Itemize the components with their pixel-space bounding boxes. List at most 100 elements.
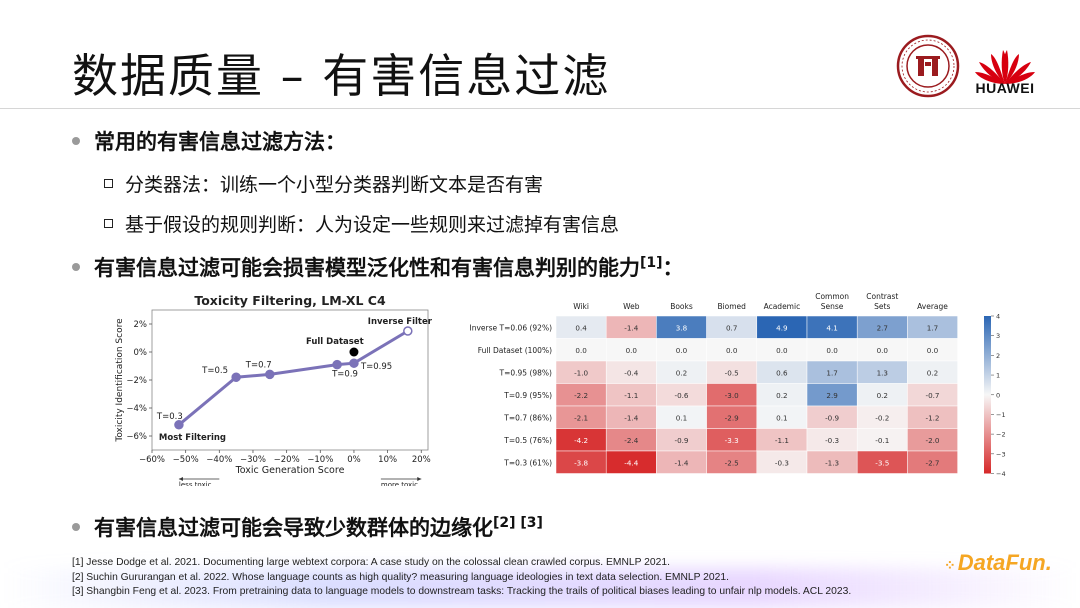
citation: [2] [3] xyxy=(493,515,543,531)
colorbar-tick-label: −1 xyxy=(996,411,1006,419)
column-header: Average xyxy=(917,302,948,311)
cell-value: 3.8 xyxy=(676,323,688,332)
cell-value: 0.2 xyxy=(676,368,687,377)
cell-value: -3.3 xyxy=(725,436,739,445)
colorbar-tick-label: −2 xyxy=(996,431,1006,439)
bullet-generalization-harm: 有害信息过滤可能会损害模型泛化性和有害信息判别的能力[1]： xyxy=(72,252,684,282)
column-header: Academic xyxy=(764,302,801,311)
cell-value: 0.2 xyxy=(877,391,888,400)
bullet-dot-icon xyxy=(72,263,80,271)
datafun-logo: ⁘DataFun. xyxy=(944,550,1052,576)
page-title: 数据质量 – 有害信息过滤 xyxy=(72,49,611,103)
square-bullet-icon xyxy=(104,179,113,188)
cell-value: 0.1 xyxy=(676,413,687,422)
sub-bullet-text: 分类器法：训练一个小型分类器判断文本是否有害 xyxy=(125,174,544,196)
less-toxic-arrowhead xyxy=(178,477,183,481)
data-point xyxy=(231,372,241,382)
x-tick-label: −60% xyxy=(139,455,165,465)
cell-value: -4.2 xyxy=(574,436,588,445)
x-tick-label: −50% xyxy=(173,455,199,465)
cell-value: -1.4 xyxy=(674,458,688,467)
x-tick-label: −40% xyxy=(206,455,232,465)
cell-value: 0.0 xyxy=(776,346,788,355)
huawei-wordmark: HUAWEI xyxy=(975,80,1035,96)
cell-value: 1.7 xyxy=(927,323,938,332)
cell-value: -2.1 xyxy=(574,413,588,422)
cell-value: -1.3 xyxy=(825,458,839,467)
column-header: Biomed xyxy=(717,302,746,311)
sub-bullet-classifier: 分类器法：训练一个小型分类器判断文本是否有害 xyxy=(104,170,543,197)
data-point xyxy=(332,359,342,370)
x-tick-label: −10% xyxy=(307,455,333,465)
y-axis-label: Toxicity Identification Score xyxy=(115,318,125,443)
bullet-dot-icon xyxy=(72,137,80,145)
cell-value: -4.4 xyxy=(624,458,638,467)
cell-value: 0.0 xyxy=(726,346,738,355)
x-tick-label: −30% xyxy=(240,455,266,465)
sub-bullet-text: 基于假设的规则判断：人为设定一些规则来过滤掉有害信息 xyxy=(125,214,620,236)
more-toxic-arrowhead xyxy=(417,477,422,481)
y-tick-label: −2% xyxy=(126,376,147,386)
chart-title: Toxicity Filtering, LM-XL C4 xyxy=(194,293,386,308)
cell-value: -3.5 xyxy=(875,458,889,467)
point-annotation: Most Filtering xyxy=(159,433,226,443)
column-header: Web xyxy=(623,302,640,311)
heatmap-cell xyxy=(907,450,958,474)
title-divider xyxy=(0,108,1080,109)
x-axis-label: Toxic Generation Score xyxy=(235,465,345,476)
cell-value: -0.6 xyxy=(674,391,688,400)
references: [1] Jesse Dodge et al. 2021. Documenting… xyxy=(72,556,851,600)
reference-label: Full Dataset xyxy=(306,337,364,347)
column-header: Books xyxy=(670,302,693,311)
cell-value: -3.0 xyxy=(725,391,739,400)
row-label: Full Dataset (100%) xyxy=(478,346,552,355)
cell-value: -2.0 xyxy=(925,436,939,445)
citation: [1] xyxy=(640,255,663,271)
cell-value: -2.4 xyxy=(624,436,638,445)
cell-value: 0.2 xyxy=(927,368,938,377)
cell-value: -0.9 xyxy=(674,436,688,445)
cell-value: -0.9 xyxy=(825,413,839,422)
bullet-text: 有害信息过滤可能会导致少数群体的边缘化 xyxy=(94,516,493,540)
bullet-colon: ： xyxy=(662,256,684,280)
row-label: T=0.3 (61%) xyxy=(503,458,552,467)
cell-value: 4.9 xyxy=(776,323,788,332)
huawei-flower-logo xyxy=(975,50,1035,84)
row-label: T=0.95 (98%) xyxy=(499,368,553,377)
data-point xyxy=(265,369,275,380)
y-tick-label: 0% xyxy=(134,348,148,358)
plot-frame xyxy=(151,309,429,451)
cell-value: -2.7 xyxy=(925,458,939,467)
cell-value: 0.6 xyxy=(776,368,788,377)
column-header: Sets xyxy=(874,302,890,311)
cell-value: 0.0 xyxy=(826,346,838,355)
cell-value: 2.7 xyxy=(877,323,888,332)
square-bullet-icon xyxy=(104,219,113,228)
cell-value: -1.4 xyxy=(624,323,638,332)
cell-value: 0.4 xyxy=(575,323,587,332)
reference-point xyxy=(349,347,359,357)
point-label: T=0.5 xyxy=(201,366,228,376)
row-label: Inverse T=0.06 (92%) xyxy=(470,323,553,332)
reference-2: [2] Suchin Gururangan et al. 2022. Whose… xyxy=(72,571,729,583)
cell-value: 0.0 xyxy=(877,346,889,355)
sub-bullet-rules: 基于假设的规则判断：人为设定一些规则来过滤掉有害信息 xyxy=(104,210,619,237)
colorbar-tick-label: 1 xyxy=(996,372,1000,380)
cell-value: 0.0 xyxy=(676,346,688,355)
y-tick-label: 2% xyxy=(134,320,148,330)
cell-value: 1.7 xyxy=(826,368,837,377)
cell-value: -0.2 xyxy=(875,413,889,422)
pku-seal-logo xyxy=(896,34,960,98)
bullet-dot-icon xyxy=(72,523,80,531)
colorbar-tick-label: 4 xyxy=(996,313,1000,321)
row-label: T=0.7 (86%) xyxy=(503,413,552,422)
toxicity-line-chart: Toxicity Filtering, LM-XL C4 2% 0% −2% −4% −6… xyxy=(115,293,433,486)
point-label: T=0.95 xyxy=(360,362,392,372)
less-toxic-label: less toxic xyxy=(179,481,212,486)
row-label: T=0.9 (95%) xyxy=(503,391,552,400)
x-tick-label: 20% xyxy=(412,455,431,465)
bullet-filter-methods: 常用的有害信息过滤方法： xyxy=(72,126,346,156)
cell-value: 0.0 xyxy=(575,346,587,355)
colorbar-tick-label: 3 xyxy=(996,332,1000,340)
colorbar-tick-label: 2 xyxy=(996,352,1000,360)
